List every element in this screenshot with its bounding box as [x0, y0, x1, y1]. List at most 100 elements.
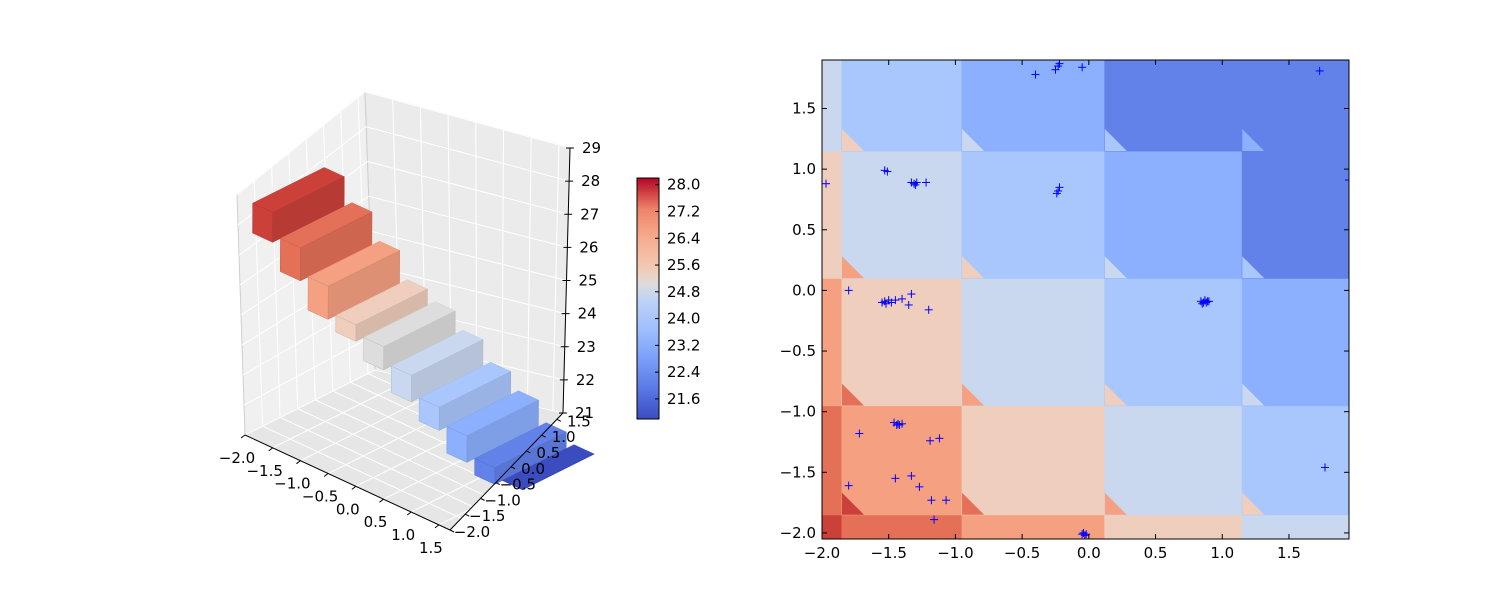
scatter-point	[927, 496, 936, 505]
scatter-point	[922, 178, 931, 187]
back-pane-gridline	[369, 230, 567, 281]
floor-gridline	[279, 416, 486, 513]
surface-side	[335, 315, 357, 342]
heatmap-chamfer	[842, 492, 865, 515]
heatmap-chamfer	[962, 256, 985, 279]
scatter-point	[891, 474, 900, 483]
x-tick-label: −1.5	[246, 462, 282, 480]
heatmap-cell	[1104, 514, 1243, 539]
scatter-point	[907, 471, 916, 480]
heatmap-cell	[1241, 405, 1349, 516]
scatter-point	[935, 434, 944, 443]
x-tick-label: −2.0	[219, 449, 255, 467]
surface-3d-panel: −2.0−1.5−1.0−0.50.00.51.01.5−2.0−1.5−1.0…	[219, 90, 601, 557]
y-tick-mark	[526, 450, 531, 454]
heatmap-cell	[822, 60, 843, 152]
heatmap-cell	[961, 60, 1106, 152]
z-tick-label: 23	[577, 338, 596, 356]
scatter-point	[1204, 297, 1213, 306]
scatter-point	[1078, 63, 1087, 72]
heatmap-cell	[961, 277, 1106, 407]
scatter-point	[1345, 176, 1349, 185]
x-tick-label: 1.0	[391, 526, 415, 544]
y-tick-mark	[556, 418, 562, 422]
surface-side	[418, 397, 440, 431]
surface-side	[307, 276, 329, 320]
colorbar-tick-label: 24.0	[667, 310, 700, 328]
heatmap-cell	[1104, 405, 1243, 516]
x-tick-mark	[296, 460, 301, 465]
y-tick-label: −2.0	[454, 523, 490, 541]
scatter-point	[844, 481, 853, 490]
colorbar-tick-label: 23.2	[667, 336, 700, 354]
left-pane-gridline	[236, 91, 366, 196]
x-tick-label: 1.0	[1210, 544, 1234, 562]
x-tick-label: 0.5	[364, 513, 388, 531]
colorbar-gradient	[636, 177, 660, 420]
heatmap-cell	[1104, 60, 1243, 152]
colorbar-tick-label: 22.4	[667, 363, 700, 381]
z-tick-label: 29	[582, 139, 601, 157]
plot-frame	[821, 59, 1350, 540]
x-tick-label: −2.0	[804, 544, 840, 562]
x-tick-mark	[379, 498, 384, 503]
y-tick-label: −1.5	[780, 463, 816, 481]
colorbar-tick-label: 25.6	[667, 256, 700, 274]
x-tick-mark	[240, 434, 246, 439]
colorbar-tick-label: 24.8	[667, 283, 700, 301]
back-pane-gridline	[552, 144, 560, 411]
y-tick-mark	[480, 497, 485, 501]
y-tick-label: 1.0	[552, 428, 576, 446]
heatmap-chamfer	[1104, 128, 1127, 151]
scatter-point	[904, 300, 913, 309]
heatmap-cell	[841, 60, 963, 152]
back-pane-gridline	[371, 265, 566, 315]
left-pane-gridline	[243, 334, 374, 406]
floor-gridline	[300, 395, 431, 462]
scatter-point	[1320, 463, 1329, 472]
left-pane-gridline	[244, 369, 376, 436]
heatmap-chamfer	[842, 383, 865, 406]
heatmap-cell	[1241, 150, 1349, 279]
heatmap-cell	[822, 514, 843, 539]
surface-side	[280, 238, 301, 282]
scatter-point	[1198, 299, 1207, 308]
x-tick-mark	[323, 473, 329, 477]
y-tick-label: −2.0	[780, 524, 816, 542]
colorbar-tick-label: 26.4	[667, 229, 700, 247]
heatmap-cell	[822, 405, 843, 516]
surface-side	[391, 365, 412, 403]
y-tick-label: 0.5	[792, 221, 816, 239]
x-tick-mark	[268, 447, 274, 452]
y-tick-label: 0.5	[536, 444, 560, 462]
x-tick-label: 0.5	[1144, 544, 1168, 562]
z-tick-label: 24	[578, 305, 597, 323]
x-tick-label: −0.5	[302, 488, 338, 506]
x-tick-label: 0.0	[1077, 544, 1101, 562]
back-pane-gridline	[364, 91, 571, 149]
colorbar: 28.0 27.2 26.4 25.6 24.8 24.0 23.2 22.4 21.6	[636, 176, 700, 420]
scatter-point	[930, 515, 939, 524]
x-tick-mark	[351, 485, 357, 490]
scatter-point	[1080, 531, 1089, 539]
y-tick-mark	[541, 434, 546, 438]
surface-riser	[522, 453, 595, 490]
heatmap-cell	[1241, 60, 1349, 152]
heatmap-chamfer	[962, 128, 985, 151]
z-tick-label: 25	[579, 272, 598, 290]
scatter-point	[1315, 66, 1324, 75]
colorbar-ticks: 28.0 27.2 26.4 25.6 24.8 24.0 23.2 22.4 21.6	[655, 176, 700, 408]
surface-side	[363, 337, 385, 371]
heatmap-chamfer	[1104, 492, 1127, 515]
y-tick-mark	[495, 482, 501, 486]
scatter-point	[883, 167, 892, 176]
z-tick-label: 21	[575, 404, 594, 422]
floor-gridline	[262, 425, 468, 522]
y-tick-label: −0.5	[780, 342, 816, 360]
scatter-point	[855, 429, 864, 438]
heatmap-chamfer	[962, 383, 985, 406]
surface-side	[252, 202, 274, 243]
floor-gridline	[297, 408, 503, 505]
y-tick-mark	[510, 466, 516, 470]
